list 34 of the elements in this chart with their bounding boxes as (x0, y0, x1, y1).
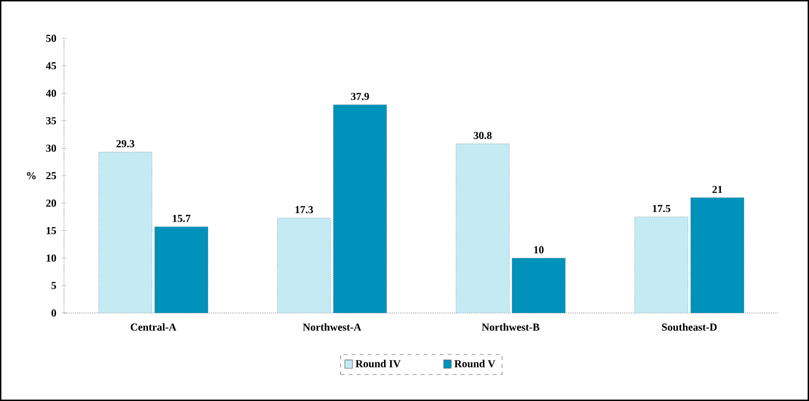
y-tick-label: 10 (46, 254, 56, 262)
legend-label: Round V (454, 360, 496, 368)
y-tick-label: 15 (46, 227, 56, 234)
data-label: 17.3 (296, 206, 313, 214)
bar (154, 226, 208, 314)
x-tick-label: Northwest-A (302, 323, 362, 331)
data-label: 30.8 (474, 132, 492, 140)
bar (634, 216, 688, 314)
data-label: 21 (712, 186, 722, 193)
x-tick-label: Southeast-D (662, 323, 717, 331)
y-tick-label: 30 (46, 144, 56, 152)
bar (512, 258, 566, 314)
y-tick-label: 50 (46, 34, 56, 42)
y-tick-label: 0 (52, 309, 56, 317)
bar (456, 144, 510, 314)
legend-label: Round IV (356, 360, 401, 368)
bar (277, 218, 331, 314)
bar (98, 152, 152, 314)
y-axis-title: % (27, 172, 36, 180)
bar (690, 197, 744, 314)
data-label: 29.3 (116, 140, 134, 148)
y-tick-label: 20 (46, 200, 56, 207)
y-tick-label: 25 (46, 172, 56, 180)
x-tick-label: Northwest-B (482, 323, 540, 331)
y-tick-label: 5 (52, 282, 56, 290)
data-label: 37.9 (351, 92, 369, 100)
x-tick-label: Central-A (130, 323, 176, 331)
data-label: 15.7 (172, 214, 190, 222)
y-tick-label: 35 (46, 117, 56, 124)
data-label: 17.5 (652, 204, 670, 212)
bar (333, 104, 387, 314)
data-label: 10 (534, 246, 544, 254)
y-tick-label: 40 (46, 90, 56, 97)
y-tick-label: 45 (46, 62, 56, 70)
